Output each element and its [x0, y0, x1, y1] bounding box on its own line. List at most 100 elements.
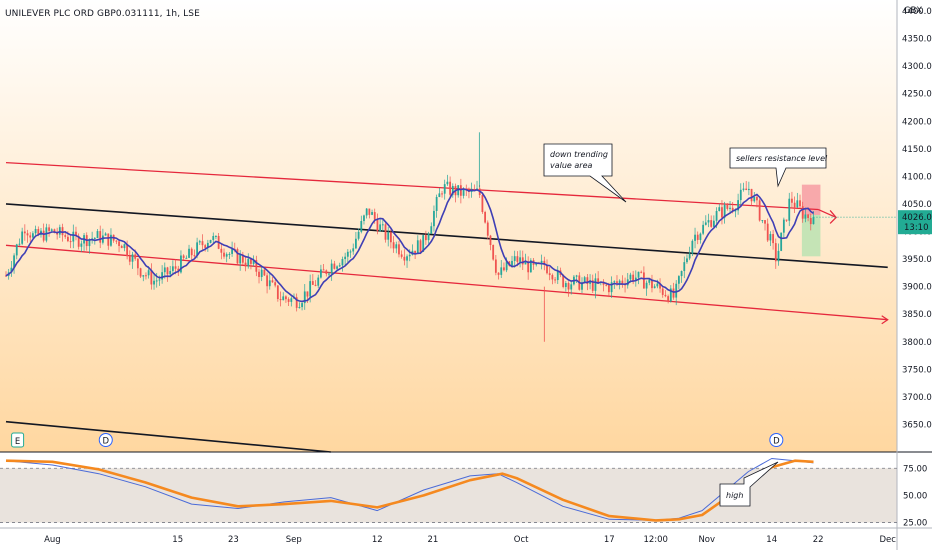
candle-body [521, 257, 524, 265]
candle-body [75, 231, 77, 236]
candle-body [161, 272, 164, 280]
candle-body [355, 238, 357, 249]
candle-body [424, 235, 427, 241]
candle-body [352, 248, 355, 252]
candle-body [527, 261, 530, 273]
candle-body [704, 222, 707, 225]
candle-body [136, 258, 139, 269]
candle-body [295, 297, 298, 308]
price-tick-label: 3800.0 [902, 338, 932, 348]
candle-body [739, 189, 742, 201]
candle-body [435, 197, 438, 211]
candle-body [616, 281, 618, 283]
candle-body [225, 254, 228, 257]
candle-body [193, 255, 196, 257]
candle-body [42, 230, 45, 241]
candle-body [462, 188, 465, 196]
candle-body [414, 250, 417, 254]
candle-body [621, 280, 624, 284]
dividend-marker-label: D [773, 437, 780, 447]
channel-arrow-head [829, 210, 837, 224]
value-area-callout-box [543, 143, 627, 203]
price-tick-label: 3850.0 [902, 310, 932, 320]
candle-body [430, 226, 433, 234]
candle-body [53, 229, 56, 234]
candle-body [241, 254, 244, 263]
candle-body [260, 269, 263, 278]
candle-body [198, 241, 201, 243]
candle-body [373, 212, 376, 220]
candle-body [653, 286, 656, 289]
candle-body [433, 210, 435, 227]
candle-body [69, 241, 72, 243]
candle-body [298, 307, 301, 309]
candle-body [325, 270, 328, 274]
candle-body [201, 241, 204, 246]
candle-body [567, 283, 570, 290]
price-tick-label: 3700.0 [902, 393, 932, 403]
candle-body [451, 185, 454, 195]
candle-body [575, 275, 578, 277]
candle-body [780, 232, 783, 251]
candle-body [134, 254, 137, 259]
candle-body [505, 261, 508, 271]
candle-body [618, 280, 621, 283]
channel-arrow-shaft [817, 208, 837, 219]
dividend-marker-label: D [103, 437, 110, 447]
candle-body [449, 181, 452, 195]
candle-body [5, 275, 7, 277]
candle-body [766, 223, 769, 241]
dividend-icon [769, 433, 784, 447]
candle-body [279, 299, 282, 301]
candle-body [190, 248, 193, 256]
candle-body [497, 272, 500, 275]
candle-body [349, 251, 352, 253]
candle-body [594, 278, 597, 291]
candle-body [290, 298, 293, 302]
candle-body [764, 220, 766, 224]
moving-average-line [5, 188, 814, 303]
candle-body [37, 229, 40, 235]
candle-body [769, 234, 772, 241]
candle-body [363, 215, 365, 222]
candle-body [158, 279, 161, 281]
candle-body [395, 244, 398, 249]
candle-body [788, 198, 791, 221]
candle-body [18, 243, 21, 245]
candle-body [196, 242, 199, 256]
candle-body [742, 188, 745, 190]
time-tick-label: 12 [372, 535, 383, 545]
time-tick-label: 17 [604, 535, 615, 545]
candle-body [163, 267, 166, 273]
candle-body [239, 254, 242, 264]
value-area-callout-line-1: down trending [550, 150, 608, 159]
candle-body [691, 240, 694, 254]
trendline-0 [5, 161, 819, 211]
candle-body [23, 231, 26, 234]
current-price-value: 4026.0 [902, 213, 932, 223]
resistance-callout-box [729, 147, 827, 188]
price-tick-label: 4350.0 [902, 35, 932, 45]
candle-body [731, 207, 734, 211]
candle-body [29, 235, 32, 238]
candle-body [285, 296, 287, 300]
candle-body [648, 279, 651, 283]
candle-body [500, 267, 503, 275]
candle-body [548, 273, 551, 276]
candle-body [626, 279, 629, 286]
candle-body [503, 267, 505, 271]
candle-body [729, 207, 731, 209]
oscillator-tick-label: 75.00 [903, 464, 927, 474]
candle-body [756, 196, 758, 201]
candle-body [804, 214, 807, 219]
candle-body [710, 220, 713, 227]
candle-body [494, 259, 497, 273]
candle-body [72, 231, 75, 242]
candle-body [796, 200, 799, 208]
candle-body [263, 269, 266, 276]
candle-body [110, 234, 112, 246]
stop-loss-zone [801, 184, 821, 215]
candle-body [645, 282, 648, 289]
time-tick-label: 22 [813, 535, 824, 545]
